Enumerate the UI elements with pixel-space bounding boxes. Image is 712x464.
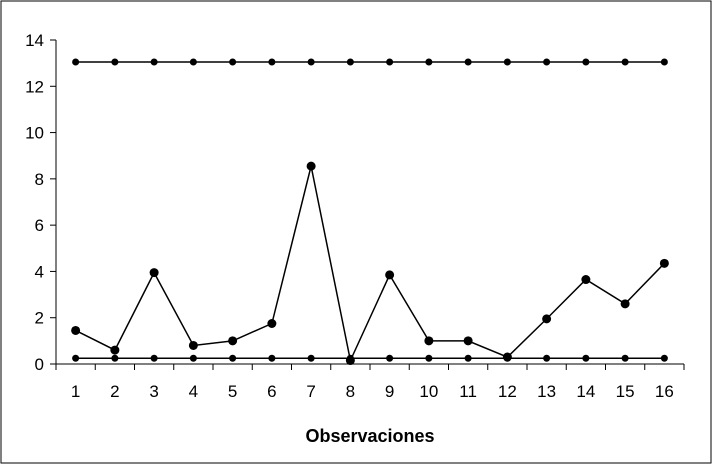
- y-axis-ticks: 0 2 4 6 8 10 12 14: [25, 31, 56, 374]
- data-point: [72, 354, 80, 362]
- data-point: [543, 58, 551, 66]
- data-point: [346, 58, 354, 66]
- data-point: [425, 58, 433, 66]
- series-3: [72, 354, 668, 362]
- x-tick-label: 15: [616, 382, 635, 401]
- x-tick-label: 14: [576, 382, 595, 401]
- data-point: [659, 258, 669, 268]
- x-tick-label: 7: [306, 382, 315, 401]
- data-point: [425, 354, 433, 362]
- data-point: [306, 161, 316, 171]
- data-point: [385, 270, 395, 280]
- x-tick-label: 11: [459, 382, 477, 401]
- data-point: [582, 354, 590, 362]
- y-tick-label: 4: [35, 262, 44, 281]
- x-axis-title: Observaciones: [305, 426, 434, 446]
- x-tick-label: 6: [267, 382, 276, 401]
- data-point: [229, 58, 237, 66]
- x-axis-ticks: 1 2 3 4 5 6 7 8 9 10 11 12 13 14 15 16: [55, 364, 685, 401]
- data-point: [268, 354, 276, 362]
- data-point: [503, 58, 511, 66]
- series-line: [75, 165, 665, 363]
- x-tick-label: 4: [189, 382, 198, 401]
- data-point: [307, 354, 315, 362]
- y-tick-label: 2: [35, 309, 44, 328]
- x-tick-label: 2: [110, 382, 119, 401]
- x-tick-label: 10: [419, 382, 438, 401]
- data-point: [71, 325, 81, 335]
- data-point: [228, 336, 238, 346]
- data-point: [386, 354, 394, 362]
- x-tick-label: 13: [537, 382, 556, 401]
- data-point: [149, 268, 159, 278]
- data-point: [621, 58, 629, 66]
- data-point: [189, 58, 197, 66]
- data-point: [543, 354, 551, 362]
- data-point: [581, 275, 591, 285]
- series-2: [71, 161, 669, 366]
- data-point: [72, 58, 80, 66]
- data-point: [150, 354, 158, 362]
- data-point: [660, 354, 668, 362]
- data-point: [268, 58, 276, 66]
- data-point: [346, 354, 354, 362]
- x-tick-label: 5: [228, 382, 237, 401]
- series-1: [72, 58, 668, 66]
- x-tick-label: 3: [149, 382, 158, 401]
- data-point: [660, 58, 668, 66]
- data-point: [464, 58, 472, 66]
- data-point: [229, 354, 237, 362]
- data-point: [424, 336, 434, 346]
- y-tick-label: 10: [25, 124, 44, 143]
- data-point: [542, 314, 552, 324]
- x-tick-label: 16: [655, 382, 674, 401]
- data-point: [463, 336, 473, 346]
- data-point: [620, 299, 630, 309]
- data-point: [307, 58, 315, 66]
- data-point: [503, 354, 511, 362]
- series-layer: [71, 58, 669, 366]
- y-tick-label: 14: [25, 31, 44, 50]
- data-point: [386, 58, 394, 66]
- y-tick-label: 6: [35, 216, 44, 235]
- data-point: [110, 345, 120, 355]
- x-tick-label: 9: [385, 382, 394, 401]
- data-point: [111, 58, 119, 66]
- data-point: [582, 58, 590, 66]
- data-point: [111, 354, 119, 362]
- y-tick-label: 8: [35, 170, 44, 189]
- y-tick-label: 0: [35, 355, 44, 374]
- data-point: [267, 319, 277, 328]
- data-point: [150, 58, 158, 66]
- x-tick-label: 12: [498, 382, 517, 401]
- data-point: [621, 354, 629, 362]
- y-tick-label: 12: [25, 77, 44, 96]
- x-tick-label: 1: [71, 382, 80, 401]
- x-tick-label: 8: [346, 382, 355, 401]
- data-point: [189, 354, 197, 362]
- data-point: [188, 340, 198, 350]
- data-point: [464, 354, 472, 362]
